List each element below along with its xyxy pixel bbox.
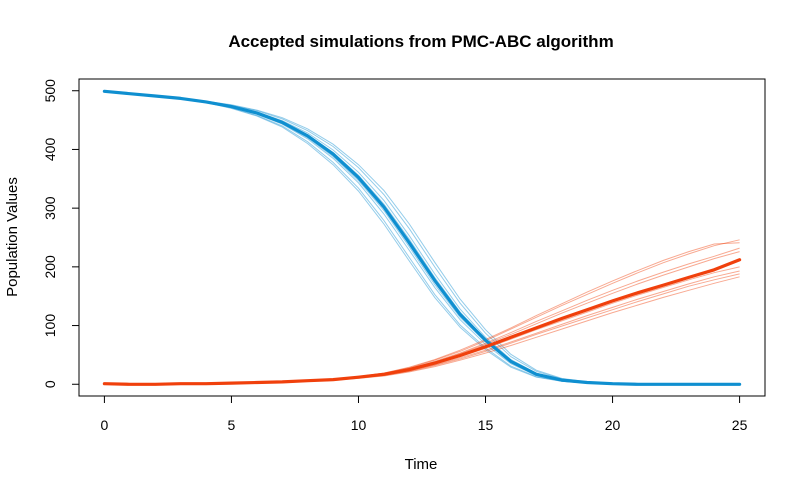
y-tick-label: 200 xyxy=(42,255,58,279)
ensemble-lines xyxy=(104,90,740,385)
series-0-simulation-line xyxy=(104,90,740,385)
series-0-simulation-line xyxy=(104,90,740,385)
y-tick-label: 500 xyxy=(42,79,58,103)
x-axis-label: Time xyxy=(405,456,438,473)
chart-title: Accepted simulations from PMC-ABC algori… xyxy=(228,32,613,51)
y-tick-label: 400 xyxy=(42,138,58,162)
mean-lines xyxy=(102,89,742,386)
x-tick-label: 5 xyxy=(228,417,236,433)
x-tick-label: 15 xyxy=(478,417,494,433)
y-axis-label: Population Values xyxy=(4,177,21,297)
x-tick-label: 10 xyxy=(351,417,367,433)
series-0-line xyxy=(102,89,742,386)
series-0-simulation-line xyxy=(104,90,740,385)
series-1-line xyxy=(102,258,742,386)
series-0-simulation-line xyxy=(104,90,740,385)
series-0-simulation-line xyxy=(104,90,740,385)
y-tick-label: 0 xyxy=(42,380,58,388)
y-axis: 0 100 200 300 400 500 xyxy=(42,79,80,388)
series-0-simulation-line xyxy=(104,90,740,385)
series-0-simulation-line xyxy=(104,90,740,385)
x-tick-label: 20 xyxy=(605,417,621,433)
series-0-simulation-line xyxy=(104,90,740,385)
plot-frame xyxy=(78,78,766,397)
x-axis: 0 5 10 15 20 25 xyxy=(101,395,748,433)
y-tick-label: 300 xyxy=(42,196,58,220)
y-tick-label: 100 xyxy=(42,314,58,338)
x-tick-label: 25 xyxy=(732,417,748,433)
x-tick-label: 0 xyxy=(101,417,109,433)
